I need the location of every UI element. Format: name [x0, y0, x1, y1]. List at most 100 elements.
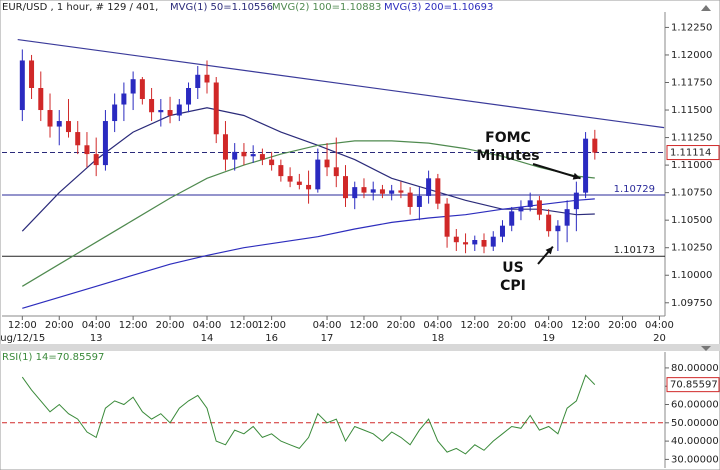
y-tick-label: 1.10000	[671, 270, 712, 281]
candle-body	[176, 104, 182, 116]
rsi-line	[21, 374, 596, 455]
x-tick-label: 12:00	[350, 320, 379, 331]
candle-body	[296, 181, 302, 185]
last-price-box	[666, 145, 720, 161]
candle-body	[149, 99, 155, 113]
candle-body	[213, 82, 219, 135]
candle-body	[278, 165, 284, 177]
candle-body	[306, 184, 312, 190]
legend-entry: MVG(2) 100=1.10883	[272, 2, 381, 13]
candle-body	[158, 110, 164, 113]
x-tick-label: 04:00	[82, 320, 111, 331]
rsi-value-label: 70.85597	[670, 380, 718, 391]
panel-icon	[701, 346, 711, 351]
x-tick-label: 20:00	[156, 320, 185, 331]
y-tick-label: 1.09750	[671, 298, 712, 309]
candle-body	[398, 190, 404, 193]
y-tick-label: 1.12250	[671, 22, 712, 33]
candle-body	[121, 93, 127, 105]
candle-body	[93, 154, 99, 166]
x-tick-label: 12:00	[119, 320, 148, 331]
candle-body	[232, 151, 238, 160]
candle-body	[435, 178, 441, 204]
trendline	[17, 38, 665, 129]
x-tick-label: 04:00	[645, 320, 674, 331]
candle-body	[481, 240, 487, 247]
candle-body	[250, 154, 256, 157]
candle-body	[583, 138, 589, 193]
panel-icon	[701, 5, 711, 11]
candle-body	[324, 159, 330, 168]
date-tick-label: 20	[653, 333, 666, 344]
candle-body	[139, 79, 145, 100]
level-label: 1.10729	[614, 184, 655, 195]
y-tick-label: 80.00000	[671, 363, 719, 374]
y-tick-label: 1.11000	[671, 160, 712, 171]
date-tick-label: Aug/12/15	[0, 333, 45, 344]
candle-body	[518, 206, 524, 212]
panel-separator	[0, 344, 720, 351]
y-tick-label: 1.10750	[671, 188, 712, 199]
candle-body	[102, 121, 108, 166]
x-tick-label: 12:00	[230, 320, 259, 331]
arrow-head	[545, 246, 553, 255]
level-label: 1.10173	[614, 245, 655, 256]
annotation-text: Minutes	[476, 148, 539, 164]
x-tick-label: 04:00	[313, 320, 342, 331]
rsi-value-box	[666, 377, 720, 393]
candle-body	[241, 151, 247, 157]
x-tick-label: 20:00	[45, 320, 74, 331]
candle-body	[453, 236, 459, 243]
candle-body	[407, 192, 413, 207]
candle-body	[444, 203, 450, 237]
y-tick-label: 1.12000	[671, 50, 712, 61]
candle-body	[47, 110, 53, 127]
candle-body	[186, 88, 192, 105]
x-tick-label: 20:00	[386, 320, 415, 331]
candle-body	[38, 88, 44, 111]
y-tick-label: 1.10250	[671, 243, 712, 254]
x-tick-label: 12:00	[8, 320, 37, 331]
candle-body	[592, 138, 598, 153]
candle-body	[509, 211, 515, 226]
y-tick-label: 1.11250	[671, 133, 712, 144]
date-tick-label: 16	[265, 333, 278, 344]
rsi-title: RSI(1) 14=70.85597	[2, 352, 104, 363]
y-tick-label: 30.00000	[671, 454, 719, 465]
candle-body	[222, 134, 228, 160]
candle-body	[29, 60, 35, 88]
date-tick-label: 14	[201, 333, 214, 344]
x-tick-label: 20:00	[608, 320, 637, 331]
candle-body	[361, 187, 367, 193]
candle-body	[564, 209, 570, 226]
legend-entry: MVG(1) 50=1.10556	[170, 2, 273, 13]
x-tick-label: 12:00	[460, 320, 489, 331]
x-tick-label: 20:00	[497, 320, 526, 331]
date-tick-label: 19	[542, 333, 555, 344]
date-tick-label: 13	[90, 333, 103, 344]
y-tick-label: 50.00000	[671, 418, 719, 429]
candle-body	[287, 176, 293, 182]
annotation-text: US	[502, 260, 523, 276]
candle-body	[379, 189, 385, 194]
candle-body	[204, 74, 210, 83]
moving-average	[21, 140, 595, 287]
y-tick-label: 60.00000	[671, 400, 719, 411]
y-tick-label: 40.00000	[671, 436, 719, 447]
candle-body	[389, 190, 395, 194]
candle-body	[130, 79, 136, 94]
candle-body	[573, 192, 579, 210]
x-tick-label: 12:00	[571, 320, 600, 331]
candle-body	[167, 110, 173, 116]
candle-body	[112, 104, 118, 122]
candle-body	[499, 225, 505, 237]
annotation-arrow	[532, 163, 581, 180]
candle-body	[527, 200, 533, 207]
y-tick-label: 1.11750	[671, 77, 712, 88]
last-price-label: 1.11114	[670, 148, 711, 159]
arrow-head	[572, 172, 581, 180]
candle-body	[546, 214, 552, 232]
candle-body	[19, 60, 25, 111]
